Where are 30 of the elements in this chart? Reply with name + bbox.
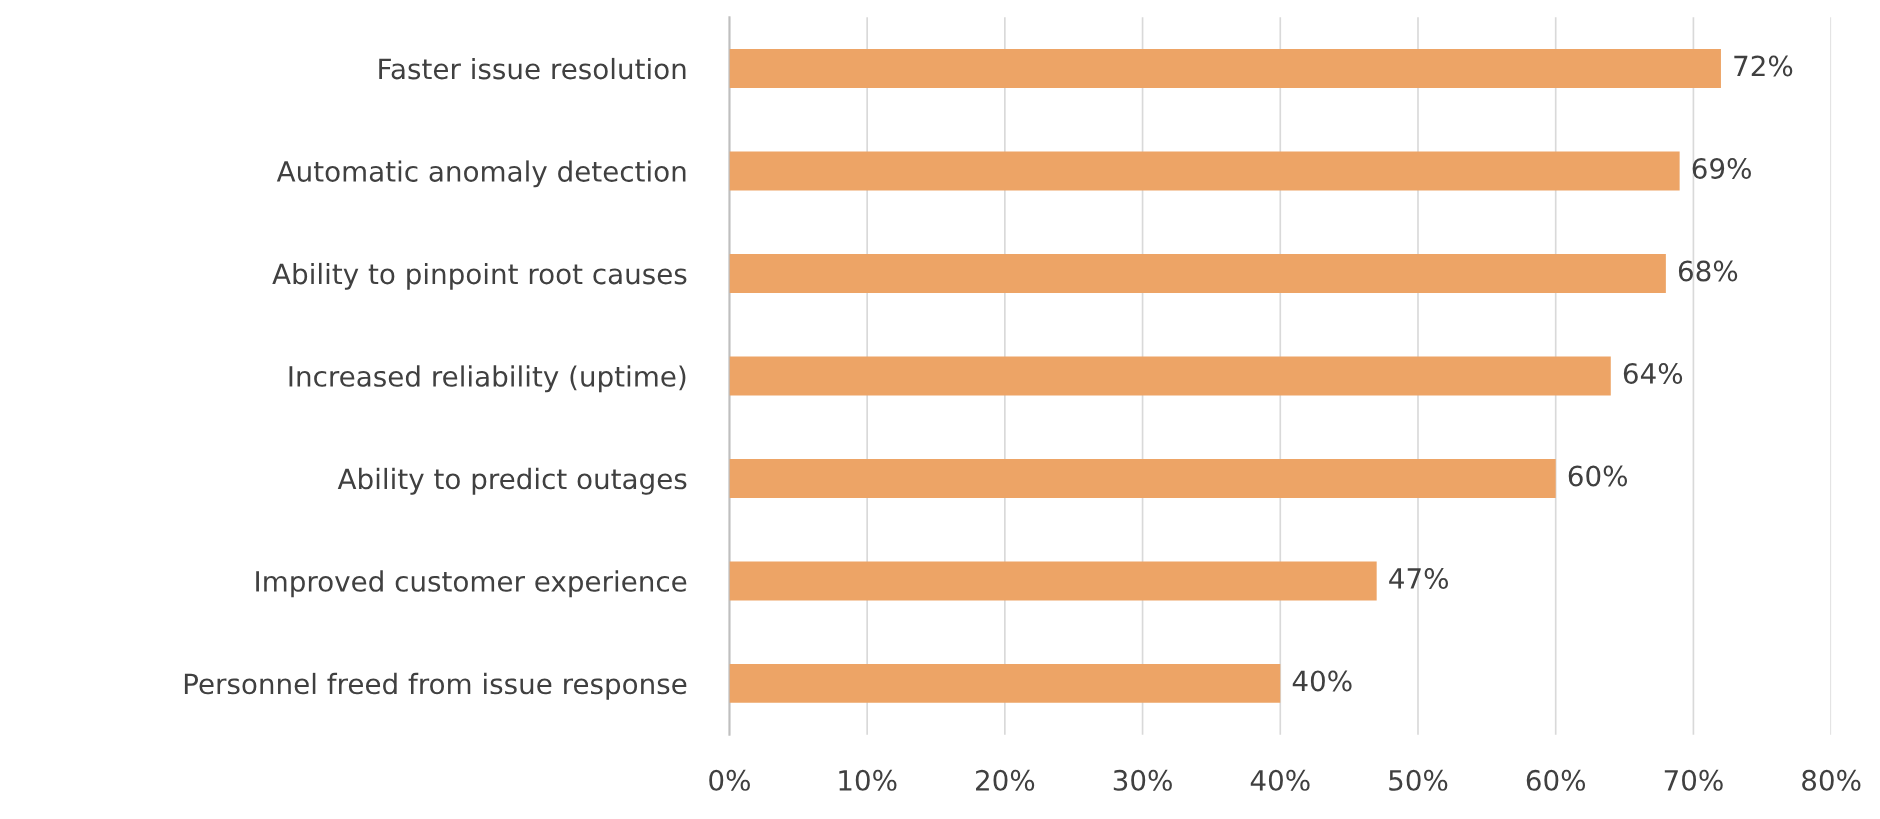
x-tick-label: 70%	[1664, 769, 1723, 791]
data-label: 72%	[1734, 55, 1793, 77]
x-tick-label: 50%	[1389, 769, 1448, 791]
x-tick-label: 0%	[709, 769, 750, 791]
x-tick-label: 40%	[1250, 769, 1310, 791]
bar	[729, 253, 1666, 293]
bar	[729, 48, 1721, 88]
y-tick-label: Faster issue resolution	[379, 57, 686, 80]
data-label: 40%	[1292, 670, 1352, 692]
data-label: 64%	[1623, 362, 1683, 384]
x-tick-label: 30%	[1113, 769, 1172, 791]
x-tick-label: 60%	[1526, 769, 1586, 791]
data-label: 69%	[1692, 157, 1751, 179]
data-label: 60%	[1568, 465, 1628, 487]
y-tick-label: Personnel freed from issue response	[184, 672, 687, 700]
y-tick-label: Increased reliability (uptime)	[289, 365, 686, 393]
x-tick-label: 10%	[839, 769, 897, 791]
bar	[729, 663, 1281, 703]
data-label: 68%	[1678, 260, 1738, 282]
y-tick-label: Ability to predict outages	[337, 467, 687, 495]
bar	[729, 356, 1611, 396]
data-label: 47%	[1389, 567, 1448, 589]
bar	[729, 458, 1556, 498]
bar	[729, 151, 1680, 191]
y-tick-label: Improved customer experience	[256, 570, 687, 598]
y-tick-label: Ability to pinpoint root causes	[272, 262, 687, 290]
x-tick-label: 80%	[1802, 769, 1861, 791]
x-tick-label: 20%	[976, 769, 1035, 791]
y-tick-label: Automatic anomaly detection	[276, 160, 686, 188]
bar	[729, 561, 1377, 601]
